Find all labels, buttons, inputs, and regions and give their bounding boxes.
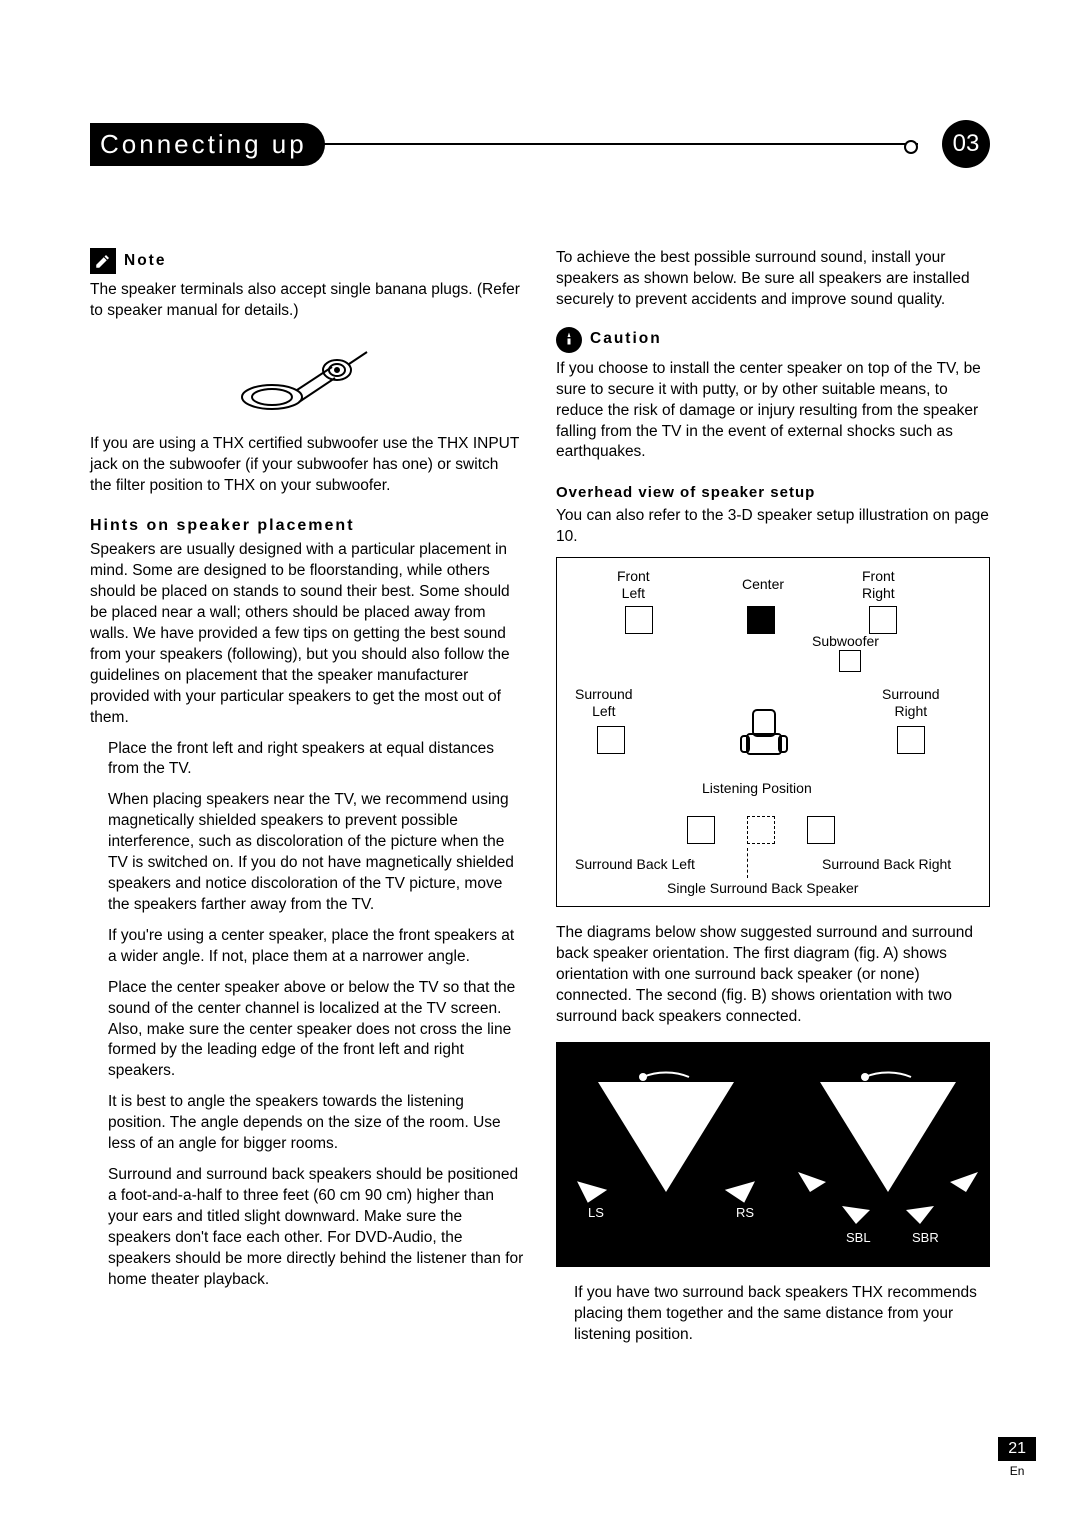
hints-title: Hints on speaker placement [90,515,524,537]
label-surround-right: Surround Right [882,686,940,720]
label-front-right: Front Right [862,568,895,602]
label-ls: LS [588,1205,604,1220]
right-column: To achieve the best possible surround so… [556,248,990,1346]
overhead-diagram: Front Left Center Front Right Subwoofer … [556,557,990,907]
list-item: When placing speakers near the TV, we re… [108,790,524,916]
label-sbl: Surround Back Left [575,856,695,873]
label-sbr: Surround Back Right [822,856,951,873]
speaker-center [747,606,775,634]
banana-plug-illustration [227,332,387,422]
speaker-front-right [869,606,897,634]
hints-intro: Speakers are usually designed with a par… [90,540,524,728]
header-rule [320,143,918,145]
label-listening: Listening Position [702,780,812,797]
list-item: It is best to angle the speakers towards… [108,1092,524,1155]
note-heading: Note [90,248,524,274]
speaker-single-back [747,816,775,844]
speaker-surround-right [897,726,925,754]
chair-icon [739,706,789,761]
tips-list: Place the front left and right speakers … [90,739,524,1291]
list-item: Place the center speaker above or below … [108,978,524,1083]
pencil-icon [90,248,116,274]
label-single-sb: Single Surround Back Speaker [667,880,858,897]
label-center: Center [742,576,784,593]
label-subwoofer: Subwoofer [812,633,879,650]
speaker-surround-back-left [687,816,715,844]
diagrams-text: The diagrams below show suggested surrou… [556,923,990,1028]
dash-line [747,848,748,878]
list-item: Surround and surround back speakers shou… [108,1165,524,1291]
overhead-intro: You can also refer to the 3-D speaker se… [556,506,990,548]
left-column: Note The speaker terminals also accept s… [90,248,524,1346]
chapter-header: Connecting up 03 [90,120,990,168]
list-item: Place the front left and right speakers … [108,739,524,781]
surround-intro: To achieve the best possible surround so… [556,248,990,311]
orientation-diagram: LS RS SBL SBR [556,1042,990,1267]
speaker-surround-back-right [807,816,835,844]
caution-icon [556,327,582,353]
page-number: 21 [998,1437,1036,1461]
label-sbl-black: SBL [846,1230,871,1245]
speaker-front-left [625,606,653,634]
note-label: Note [124,251,166,272]
label-front-left: Front Left [617,568,650,602]
list-item: If you're using a center speaker, place … [108,926,524,968]
speaker-subwoofer [839,650,861,672]
overhead-title: Overhead view of speaker setup [556,483,990,503]
content-columns: Note The speaker terminals also accept s… [90,248,990,1346]
chapter-title: Connecting up [90,123,325,166]
chapter-number-badge: 03 [942,120,990,168]
page: Connecting up 03 Note The speaker termin… [90,120,990,1346]
label-rs: RS [736,1205,754,1220]
page-lang: En [998,1464,1036,1478]
page-footer: 21 En [998,1437,1036,1478]
label-surround-left: Surround Left [575,686,633,720]
note-text: The speaker terminals also accept single… [90,280,524,322]
thx-subwoofer-text: If you are using a THX certified subwoof… [90,434,524,497]
speaker-surround-left [597,726,625,754]
thx-back-tip: If you have two surround back speakers T… [556,1283,990,1346]
caution-label: Caution [590,329,662,350]
caution-heading: Caution [556,327,990,353]
label-sbr-black: SBR [912,1230,939,1245]
caution-text: If you choose to install the center spea… [556,359,990,464]
